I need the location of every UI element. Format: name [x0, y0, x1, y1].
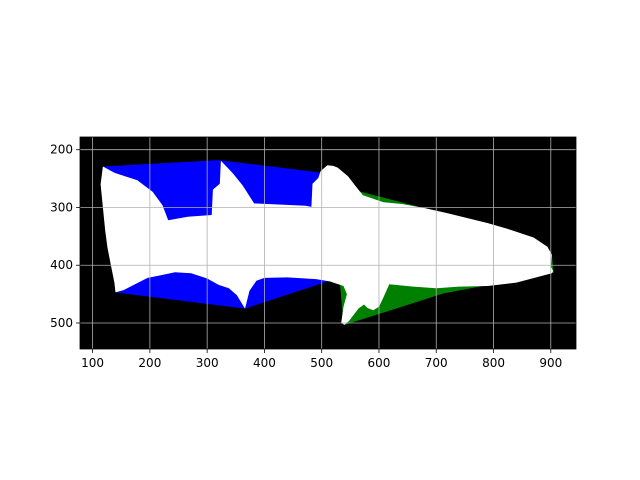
- x-tick-label: 500: [310, 356, 333, 370]
- y-tick-label: 400: [50, 258, 73, 272]
- y-tick-label: 300: [50, 200, 73, 214]
- x-tick-label: 800: [482, 356, 505, 370]
- x-tick-label: 200: [138, 356, 161, 370]
- x-tick-label: 400: [253, 356, 276, 370]
- x-tick-label: 600: [368, 356, 391, 370]
- x-tick-label: 100: [81, 356, 104, 370]
- x-tick-label: 300: [196, 356, 219, 370]
- plot-frame: [79, 136, 577, 350]
- x-axis: 100 200 300 400 500 600 700 800 900: [81, 349, 562, 370]
- y-tick-label: 500: [50, 316, 73, 330]
- x-tick-label: 700: [425, 356, 448, 370]
- grid-lines: [80, 137, 576, 349]
- y-tick-label: 200: [50, 143, 73, 157]
- white-shark: [100, 160, 554, 325]
- x-tick-label: 900: [539, 356, 562, 370]
- image-regions: [100, 160, 554, 326]
- y-axis: 200 300 400 500: [50, 143, 80, 330]
